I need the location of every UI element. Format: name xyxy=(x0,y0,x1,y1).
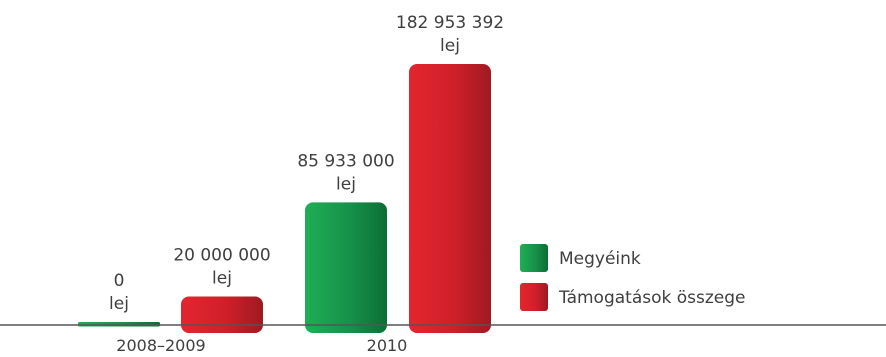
x-tick-label: 2010 xyxy=(367,336,408,355)
legend-swatch-tamogatasok xyxy=(520,283,548,311)
value-label: 20 000 000 xyxy=(173,245,270,265)
legend-label: Támogatások összege xyxy=(558,288,746,308)
legend-label: Megyéink xyxy=(559,249,641,269)
value-unit-label: lej xyxy=(212,268,232,288)
value-label: 85 933 000 xyxy=(297,151,394,171)
bar-tamogatasok-0 xyxy=(181,296,263,333)
value-label: 0 xyxy=(114,271,125,291)
value-label: 182 953 392 xyxy=(396,13,504,33)
value-unit-label: lej xyxy=(109,294,129,314)
value-labels-group: 0 lej 20 000 000 lej 85 933 000 lej 182 953 39… xyxy=(109,13,504,314)
value-unit-label: lej xyxy=(336,174,356,194)
legend-swatch-megyeink xyxy=(520,244,548,272)
value-unit-label: lej xyxy=(440,36,460,56)
bar-tamogatasok-1 xyxy=(409,64,491,333)
legend: Megyéink Támogatások összege xyxy=(520,244,746,311)
bar-megyeink-1 xyxy=(305,202,387,333)
bars-group xyxy=(78,64,491,333)
x-tick-labels-group: 2008–2009 2010 xyxy=(116,336,407,355)
x-tick-label: 2008–2009 xyxy=(116,336,205,355)
